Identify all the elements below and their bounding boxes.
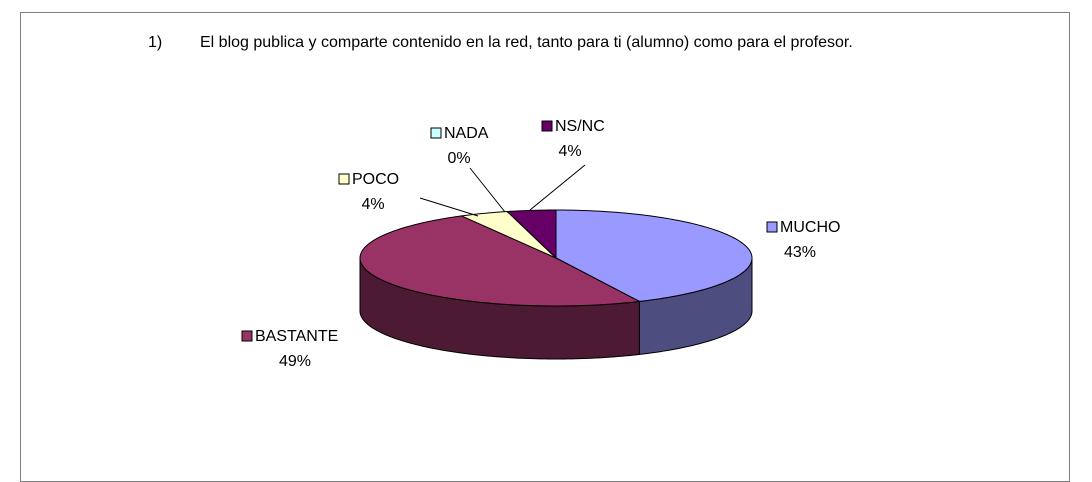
slice-label-name: MUCHO	[780, 219, 840, 236]
slice	[359, 215, 642, 307]
slice	[459, 210, 557, 259]
slice-label-value: 43%	[784, 244, 816, 261]
legend-key	[430, 127, 442, 139]
slice-label-name: NADA	[444, 125, 489, 142]
slice-label-name: BASTANTE	[255, 328, 338, 345]
chart: MUCHO 43% BASTANTE 49% POCO 4% NADA 0% NS/NC 4%	[241, 118, 840, 370]
slice-label-value: 49%	[279, 353, 311, 370]
title-text: El blog publica y comparte contenido en …	[200, 34, 853, 51]
legend-key	[766, 221, 778, 233]
slice-label-name: NS/NC	[555, 118, 605, 135]
legend-key	[241, 330, 253, 342]
leader-line	[469, 167, 506, 213]
page: 1) El blog publica y comparte contenido e…	[20, 12, 1070, 482]
slice-label-name: POCO	[352, 171, 399, 188]
slice-label-value: 4%	[361, 196, 384, 213]
slice	[506, 209, 557, 260]
slice	[555, 209, 753, 302]
leader-line	[529, 164, 586, 211]
legend-key	[338, 173, 350, 185]
title-number: 1)	[148, 34, 163, 51]
legend-key	[541, 120, 553, 132]
slice-label-value: 0%	[447, 150, 470, 167]
chart-title: 1) El blog publica y comparte contenido e…	[148, 30, 963, 55]
leader-line	[419, 197, 479, 217]
slice-label-value: 4%	[558, 143, 581, 160]
